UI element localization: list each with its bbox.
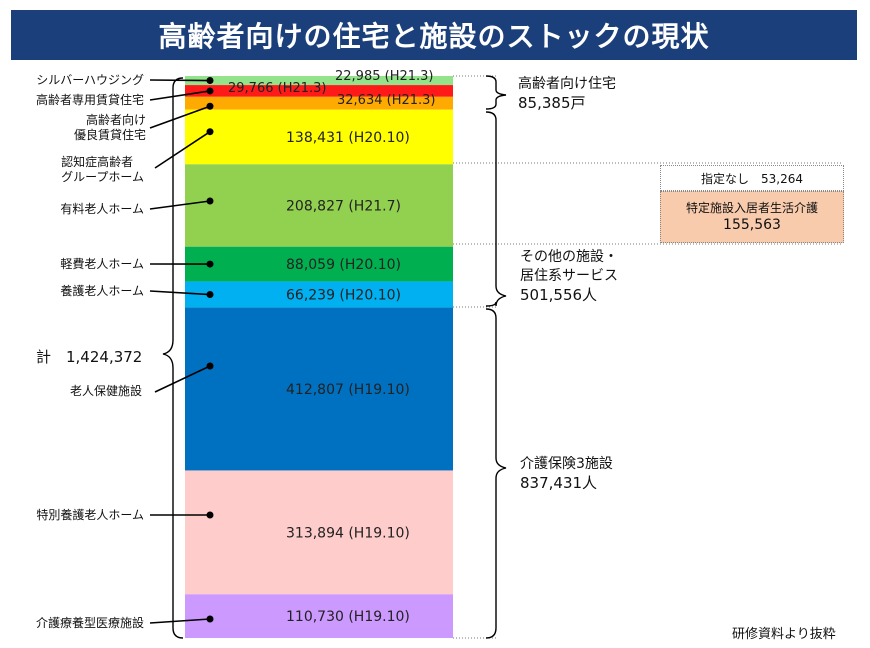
label-group-home-line2: グループホーム [61, 170, 144, 184]
group-care-name: 介護保険3施設 [520, 456, 613, 472]
bar-value-label-1: 29,766 (H21.3) [228, 81, 326, 96]
bar-segment-2 [185, 96, 453, 110]
label-quality-rental-line2: 優良賃貸住宅 [73, 128, 146, 142]
source-note: 研修資料より抜粋 [732, 627, 836, 642]
leader-dot-5 [206, 260, 214, 268]
leader-dot-6 [206, 291, 214, 299]
group-other-count: 501,556人 [520, 286, 598, 304]
bar-segment-0 [185, 76, 453, 86]
leader-line-3 [154, 131, 211, 169]
label-quality-rental: 高齢者向け 優良賃貸住宅 [74, 113, 146, 143]
label-special-nursing-home: 特別養護老人ホーム [36, 508, 144, 522]
side-box-specified: 特定施設入居者生活介護 155,563 [660, 191, 844, 243]
label-low-cost-home: 軽費老人ホーム [60, 257, 144, 271]
label-senior-rental: 高齢者専用賃貸住宅 [35, 93, 144, 107]
leader-line-2 [149, 105, 211, 129]
group-housing: 高齢者向け住宅 85,385戸 [518, 75, 616, 113]
group-care-count: 837,431人 [520, 474, 598, 492]
brace-other [485, 111, 507, 307]
bar-segment-4 [185, 164, 453, 247]
leader-dot-3 [206, 128, 214, 136]
leader-dot-1 [206, 87, 214, 95]
label-group-home-line1: 認知症高齢者 [61, 155, 134, 169]
group-care: 介護保険3施設 837,431人 [520, 455, 613, 493]
title-bar: 高齢者向けの住宅と施設のストックの現状 [11, 10, 857, 60]
bar-value-label-0: 22,985 (H21.3) [335, 69, 433, 84]
leader-dot-4 [206, 197, 214, 205]
page-title: 高齢者向けの住宅と施設のストックの現状 [158, 20, 710, 53]
bar-value-label-7: 412,807 (H19.10) [286, 382, 410, 398]
group-other-name-1: その他の施設・ [520, 249, 618, 265]
total-label: 計 1,424,372 [36, 348, 143, 366]
side-box-unspecified-text: 指定なし 53,264 [701, 172, 803, 186]
brace-total [162, 77, 184, 639]
group-other: その他の施設・ 居住系サービス 501,556人 [520, 248, 618, 305]
leader-line-0 [149, 79, 211, 82]
leader-line-4 [149, 200, 211, 210]
bar-value-label-2: 32,634 (H21.3) [337, 93, 435, 108]
bar-value-label-9: 110,730 (H19.10) [286, 609, 410, 625]
label-medical-facility: 介護療養型医療施設 [35, 616, 144, 630]
leader-dot-0 [206, 77, 214, 85]
leader-line-1 [149, 90, 211, 101]
brace-housing [485, 75, 507, 110]
bar-segment-7 [185, 307, 453, 471]
leader-dot-7 [206, 362, 214, 370]
bar-value-label-3: 138,431 (H20.10) [286, 130, 410, 146]
bar-segment-1 [185, 85, 453, 97]
side-box-specified-count: 155,563 [723, 217, 781, 233]
group-housing-name: 高齢者向け住宅 [518, 76, 616, 92]
side-box-specified-name: 特定施設入居者生活介護 [685, 201, 818, 215]
group-other-name-2: 居住系サービス [520, 268, 618, 284]
bar-segment-3 [185, 109, 453, 165]
brace-care [485, 308, 507, 639]
leader-dot-9 [206, 615, 214, 623]
label-group-home: 認知症高齢者 グループホーム [61, 155, 144, 185]
group-housing-count: 85,385戸 [518, 94, 586, 112]
bar-value-label-6: 66,239 (H20.10) [286, 288, 401, 304]
bar-segment-8 [185, 470, 453, 595]
side-box-unspecified: 指定なし 53,264 [660, 165, 844, 191]
bar-segment-9 [185, 594, 453, 638]
label-nursing-home: 養護老人ホーム [60, 284, 144, 298]
leader-line-9 [149, 618, 211, 624]
label-quality-rental-line1: 高齢者向け [85, 113, 146, 127]
label-silver-housing: シルバーハウジング [36, 73, 144, 87]
leader-line-6 [149, 290, 211, 296]
bar-segment-6 [185, 281, 453, 308]
leader-dot-8 [206, 511, 214, 519]
bar-value-label-8: 313,894 (H19.10) [286, 525, 410, 541]
leader-line-7 [154, 365, 211, 393]
leader-dot-2 [206, 102, 214, 110]
bar-value-label-4: 208,827 (H21.7) [286, 199, 401, 215]
bar-segment-5 [185, 246, 453, 282]
label-health-facility: 老人保健施設 [69, 384, 142, 398]
label-paid-home: 有料老人ホーム [60, 202, 144, 216]
bar-value-label-5: 88,059 (H20.10) [286, 257, 401, 273]
